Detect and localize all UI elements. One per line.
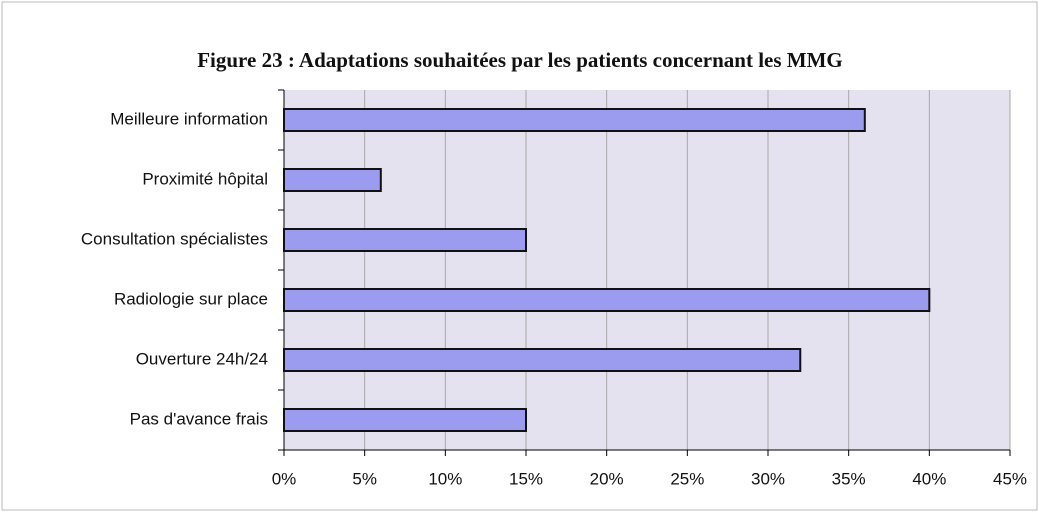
y-tick-label: Proximité hôpital [142,169,268,188]
x-tick-label: 40% [912,469,946,488]
bar [283,108,866,132]
x-tick-label: 25% [670,469,704,488]
plot-area [284,90,1010,450]
y-tick-label: Consultation spécialistes [81,229,268,248]
x-tick-label: 15% [509,469,543,488]
y-tick-label: Meilleure information [110,109,268,128]
y-tick-label: Ouverture 24h/24 [136,349,268,368]
bar [283,228,527,252]
bar [283,168,382,192]
x-tick-label: 0% [272,469,297,488]
y-tick-label: Radiologie sur place [114,289,268,308]
bar [283,408,527,432]
chart-title: Figure 23 : Adaptations souhaitées par l… [197,48,843,72]
x-tick-label: 45% [993,469,1027,488]
x-tick-label: 35% [832,469,866,488]
x-tick-label: 5% [352,469,377,488]
x-tick-label: 10% [428,469,462,488]
bar [283,348,802,372]
y-tick-label: Pas d'avance frais [130,409,268,428]
bar [283,288,931,312]
x-tick-label: 30% [751,469,785,488]
x-tick-label: 20% [590,469,624,488]
